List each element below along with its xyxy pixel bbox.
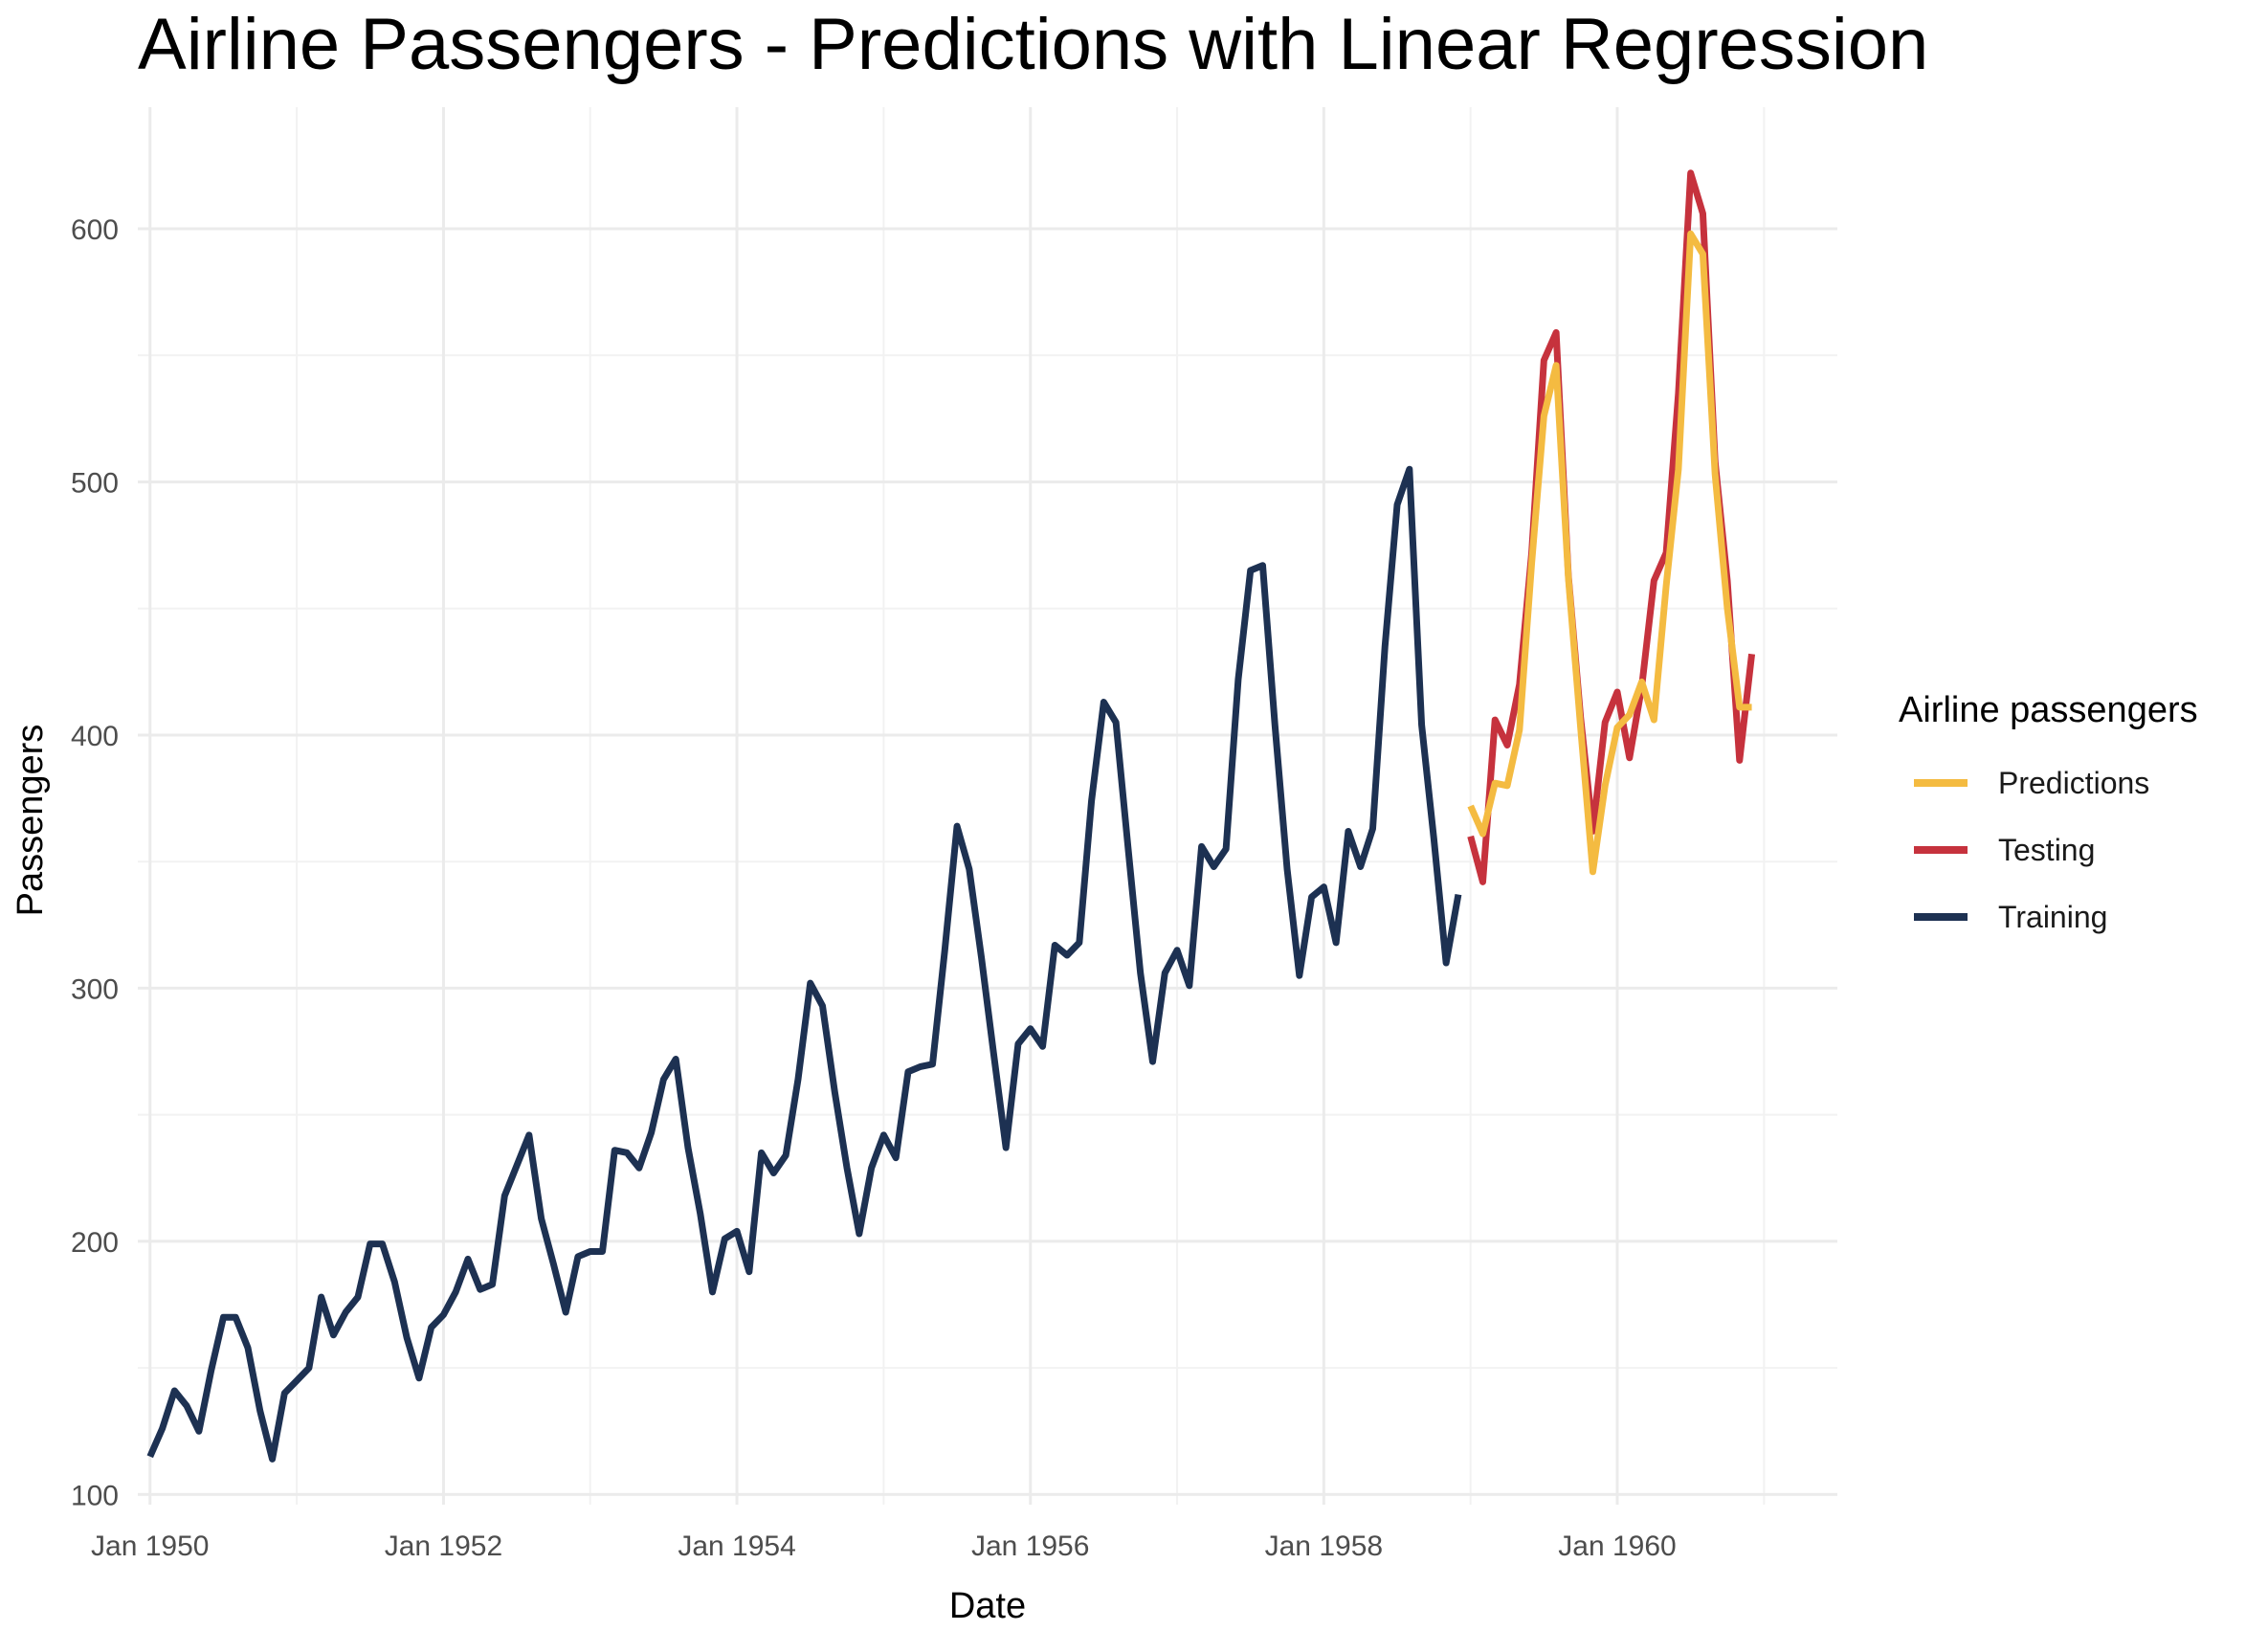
legend-item-training: Training (1914, 900, 2107, 934)
legend-item-predictions: Predictions (1914, 766, 2149, 800)
series-line-training (146, 465, 1462, 1463)
series-line-predictions (1467, 230, 1752, 876)
y-axis-title: Passengers (11, 725, 51, 917)
legend-entries: Predictions Testing Training (1914, 766, 2149, 934)
x-tick-label: Jan 1954 (678, 1530, 795, 1562)
chart-title: Airline Passengers - Predictions with Li… (138, 4, 1928, 85)
legend-title: Airline passengers (1899, 690, 2198, 730)
x-tick-label: Jan 1956 (971, 1530, 1089, 1562)
y-tick-label: 100 (71, 1480, 119, 1511)
x-tick-label: Jan 1958 (1265, 1530, 1383, 1562)
series-lines (146, 169, 1756, 1463)
x-tick-label: Jan 1952 (385, 1530, 502, 1562)
x-axis-title: Date (949, 1586, 1026, 1626)
y-tick-label: 300 (71, 973, 119, 1005)
legend-item-testing: Testing (1914, 833, 2095, 867)
legend: Airline passengers Predictions Testing Tra… (1899, 690, 2198, 934)
y-tick-label: 400 (71, 721, 119, 752)
legend-label-predictions: Predictions (1998, 766, 2149, 800)
y-tick-label: 200 (71, 1227, 119, 1259)
x-tick-label: Jan 1950 (91, 1530, 209, 1562)
y-axis-ticks: 100 200 300 400 500 600 (71, 214, 119, 1511)
y-tick-label: 500 (71, 467, 119, 499)
y-tick-label: 600 (71, 214, 119, 246)
legend-label-training: Training (1998, 900, 2107, 934)
x-tick-label: Jan 1960 (1558, 1530, 1676, 1562)
grid (138, 107, 1837, 1505)
x-axis-ticks: Jan 1950 Jan 1952 Jan 1954 Jan 1956 Jan 1958… (91, 1530, 1677, 1562)
legend-label-testing: Testing (1998, 833, 2095, 867)
